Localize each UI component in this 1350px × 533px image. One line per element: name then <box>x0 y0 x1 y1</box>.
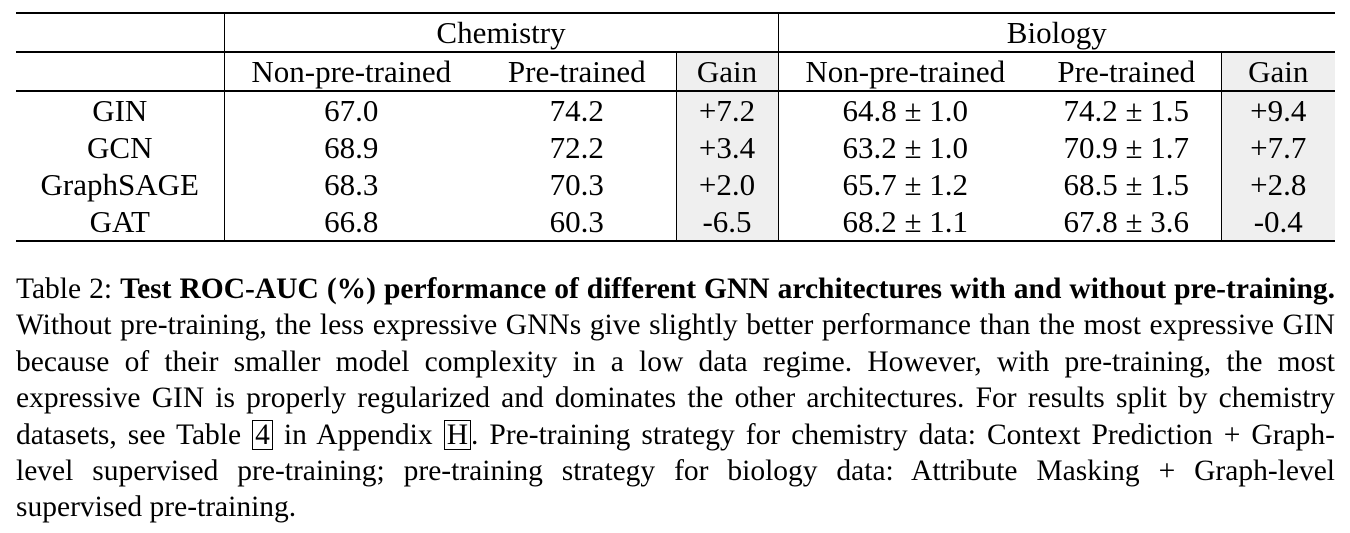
caption-lead: Test ROC-AUC (%) performance of differen… <box>120 273 1336 305</box>
model-name: GCN <box>16 129 225 166</box>
bio-gain-value: +2.8 <box>1220 166 1335 203</box>
table-row-gat: GAT 66.8 60.3 -6.5 68.2 ± 1.1 67.8 ± 3.6… <box>16 203 1335 242</box>
caption-body-3: . Pre-training strategy for chemistry da… <box>16 418 1335 524</box>
model-header-cell <box>16 52 225 92</box>
bio-gain-value: +9.4 <box>1220 91 1335 129</box>
chem-gain-value: +3.4 <box>675 129 779 166</box>
bio-pretrained-value: 67.8 ± 3.6 <box>1032 203 1221 242</box>
corner-cell <box>16 12 225 53</box>
chem-pretrained-value: 72.2 <box>549 130 604 165</box>
bio-pretrained-value: 70.9 ± 1.7 <box>1063 130 1189 165</box>
col-header-bio-gain: Gain <box>1220 51 1335 92</box>
table-row-gin: GIN 67.0 74.2 +7.2 64.8 ± 1.0 74.2 ± 1.5… <box>16 91 1335 129</box>
col-header-chem-non-pretrained: Non-pre-trained <box>224 51 478 92</box>
group-header-biology: Biology <box>778 12 1335 52</box>
col-header-bio-non-pretrained: Non-pre-trained <box>778 51 1032 92</box>
table-row-gcn: GCN 68.9 72.2 +3.4 63.2 ± 1.0 70.9 ± 1.7… <box>16 129 1335 166</box>
bio-non-pretrained-value: 68.2 ± 1.1 <box>778 203 1032 242</box>
chem-non-pretrained-value: 66.8 <box>224 203 478 242</box>
table-ref-link[interactable]: 4 <box>252 419 273 450</box>
bio-pretrained-value: 74.2 ± 1.5 <box>1063 93 1189 128</box>
chem-pretrained-value: 70.3 <box>549 167 604 202</box>
bio-pretrained-value: 68.5 ± 1.5 <box>1063 167 1189 202</box>
col-header-chem-gain: Gain <box>675 51 779 92</box>
caption-label: Table 2: <box>16 273 113 305</box>
chem-non-pretrained-value: 68.3 <box>324 167 379 202</box>
bio-non-pretrained-value: 65.7 ± 1.2 <box>842 167 968 202</box>
model-name: GAT <box>16 203 225 242</box>
results-table: Chemistry Biology Non-pre-trained Pre-tr… <box>16 12 1335 242</box>
caption-body: Without pre-training, the less expressiv… <box>16 309 1335 451</box>
caption-body-2: in Appendix <box>283 418 433 451</box>
chem-pretrained-value: 60.3 <box>478 203 676 242</box>
bio-gain-value: +7.7 <box>1220 129 1335 166</box>
chem-non-pretrained-value: 67.0 <box>324 93 379 128</box>
table-row-graphsage: GraphSAGE 68.3 70.3 +2.0 65.7 ± 1.2 68.5… <box>16 166 1335 203</box>
chem-gain-value: +7.2 <box>675 91 779 129</box>
chem-gain-value: +2.0 <box>675 166 779 203</box>
col-header-bio-pretrained: Pre-trained <box>1032 51 1221 92</box>
col-header-chem-pretrained: Pre-trained <box>478 51 676 92</box>
chem-non-pretrained-value: 68.9 <box>324 130 379 165</box>
chem-gain-value: -6.5 <box>675 203 779 242</box>
bio-gain-value: -0.4 <box>1220 203 1335 242</box>
bio-non-pretrained-value: 63.2 ± 1.0 <box>842 130 968 165</box>
model-name: GraphSAGE <box>16 166 225 203</box>
bio-non-pretrained-value: 64.8 ± 1.0 <box>842 93 968 128</box>
table-caption: Table 2: Test ROC-AUC (%) performance of… <box>16 271 1335 526</box>
model-name: GIN <box>16 91 225 129</box>
chem-pretrained-value: 74.2 <box>549 93 604 128</box>
group-header-chemistry: Chemistry <box>224 12 779 52</box>
appendix-ref-link[interactable]: H <box>443 419 471 450</box>
